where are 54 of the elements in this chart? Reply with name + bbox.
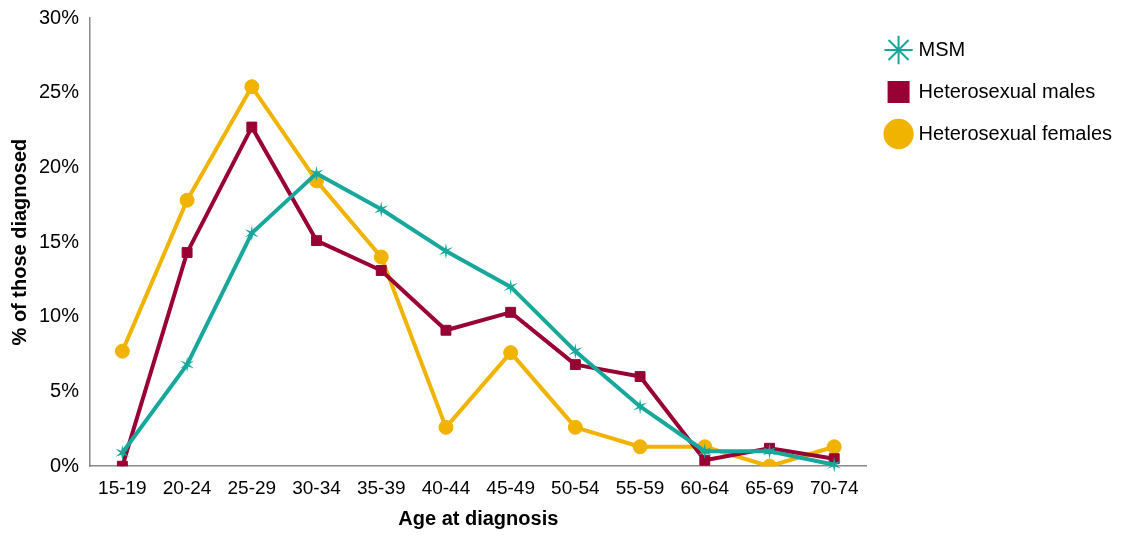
point: [246, 121, 258, 133]
point: [181, 247, 193, 259]
point: [311, 235, 322, 247]
point: [244, 79, 260, 95]
point: [826, 439, 842, 455]
y-tick-label: 10%: [39, 304, 80, 327]
x-axis-title: Age at diagnosis: [398, 506, 559, 529]
legend-label: MSM: [918, 37, 966, 60]
legend-label: Heterosexual females: [918, 121, 1113, 144]
x-tick-label: 45-49: [486, 476, 535, 498]
x-tick-label: 20-24: [162, 476, 212, 498]
x-tick-label: 50-54: [551, 476, 601, 498]
point: [373, 249, 389, 265]
x-tick-label: 65-69: [745, 476, 794, 498]
point: [438, 419, 454, 435]
y-tick-label: 5%: [50, 379, 80, 402]
point: [503, 278, 518, 295]
x-tick-label: 40-44: [421, 476, 471, 498]
point: [567, 419, 583, 435]
point: [439, 243, 453, 260]
legend-label: Heterosexual males: [918, 79, 1096, 102]
point: [503, 345, 519, 361]
point: [568, 343, 583, 360]
point: [179, 192, 195, 208]
point: [309, 165, 324, 182]
x-tick-label: 15-19: [98, 476, 147, 498]
point: [634, 371, 646, 383]
x-tick-label: 60-64: [680, 476, 730, 498]
point: [374, 201, 389, 218]
y-tick-label: 20%: [39, 154, 80, 177]
point: [115, 444, 130, 461]
x-tick-label: 25-29: [227, 476, 277, 498]
point: [505, 306, 517, 318]
y-tick-label: 0%: [50, 453, 80, 476]
point: [632, 439, 648, 455]
point: [114, 343, 130, 359]
point: [633, 398, 648, 415]
point: [180, 356, 195, 373]
y-tick-label: 25%: [39, 80, 80, 103]
y-tick-label: 15%: [39, 229, 80, 252]
point: [375, 265, 387, 276]
x-tick-label: 55-59: [615, 476, 665, 498]
point: [697, 443, 712, 460]
point: [440, 324, 452, 336]
point: [699, 454, 711, 466]
point: [762, 443, 777, 460]
y-tick-label: 30%: [39, 5, 80, 28]
point: [569, 359, 581, 371]
point: [827, 456, 842, 473]
point: [244, 225, 259, 242]
x-tick-label: 30-34: [292, 476, 342, 498]
y-axis-title: % of those diagnosed: [7, 138, 30, 346]
x-tick-label: 70-74: [809, 476, 859, 498]
x-tick-label: 35-39: [356, 476, 406, 498]
